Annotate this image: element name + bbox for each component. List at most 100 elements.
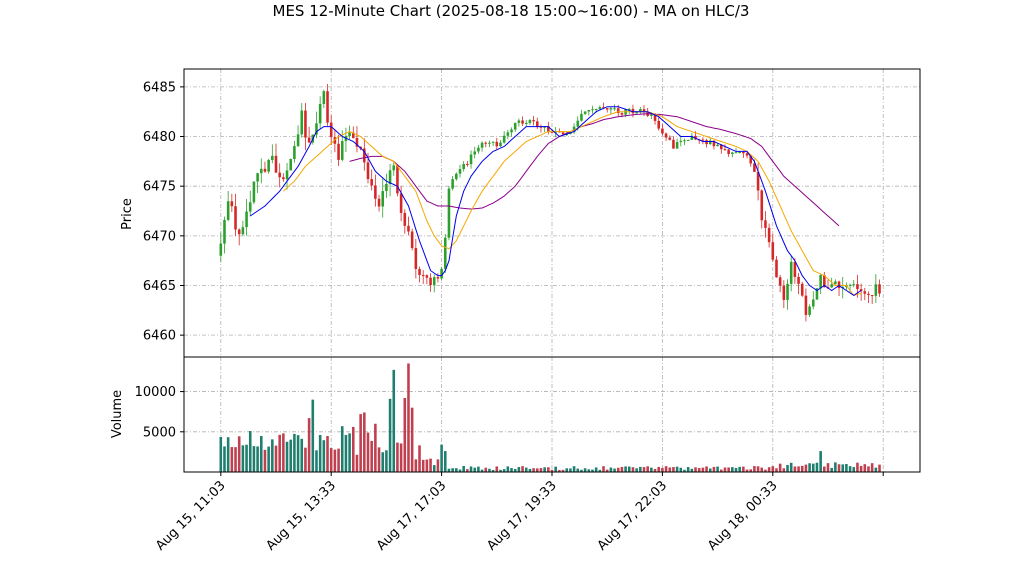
price-tick-label: 6465 <box>143 279 176 294</box>
price-axis-label: Price <box>120 198 135 230</box>
volume-bar <box>248 430 252 472</box>
candle-body <box>451 179 454 189</box>
candle-body <box>870 295 874 297</box>
candle-body <box>418 268 421 275</box>
volume-bar <box>241 445 245 472</box>
candle-body <box>672 139 675 149</box>
volume-bar <box>285 441 289 472</box>
volume-bar <box>694 467 697 472</box>
candle-body <box>381 191 385 207</box>
volume-bar <box>344 435 348 472</box>
volume-bar <box>381 452 385 472</box>
volume-bar <box>624 466 627 472</box>
candle-body <box>576 120 580 127</box>
candle-body <box>808 306 811 315</box>
volume-bar <box>602 466 605 472</box>
volume-bar <box>506 466 510 472</box>
volume-bar <box>300 438 304 472</box>
candle-body <box>399 193 403 213</box>
candle-body <box>263 168 267 172</box>
candle-body <box>388 170 392 184</box>
volume-bar <box>414 459 418 472</box>
volume-bar <box>351 426 355 472</box>
candle-body <box>856 284 859 290</box>
candle-body <box>524 122 528 124</box>
volume-bar <box>830 467 833 472</box>
candle-body <box>686 139 690 141</box>
volume-bar <box>267 446 270 472</box>
candle-body <box>580 113 583 121</box>
volume-bar <box>473 467 477 472</box>
volume-bar <box>458 469 462 472</box>
candle-body <box>591 109 594 111</box>
candle-body <box>455 173 458 180</box>
volume-bar <box>532 468 535 472</box>
candle-body <box>653 114 657 121</box>
volume-bar <box>749 469 753 472</box>
candle-body <box>749 155 753 164</box>
volume-tick-label: 10000 <box>135 385 176 400</box>
volume-bar <box>407 363 410 472</box>
candle-body <box>859 289 863 292</box>
candle-body <box>786 283 789 300</box>
volume-bar <box>594 467 598 472</box>
volume-bar <box>679 467 683 472</box>
volume-bar <box>731 467 734 472</box>
volume-bar <box>764 469 767 472</box>
candle-body <box>701 139 705 141</box>
volume-bar <box>837 464 841 472</box>
candle-body <box>329 122 333 138</box>
volume-bar <box>348 433 351 472</box>
volume-bar <box>517 467 521 472</box>
candle-body <box>271 155 274 160</box>
volume-bar <box>782 468 786 472</box>
volume-bar <box>477 466 480 472</box>
candle-body <box>598 107 602 109</box>
volume-bar <box>742 466 745 472</box>
candle-body <box>848 284 852 286</box>
volume-bar <box>616 467 620 472</box>
candle-body <box>661 128 664 134</box>
candle-body <box>234 206 237 230</box>
candle-body <box>366 162 370 180</box>
candle-body <box>322 91 326 105</box>
candle-body <box>668 137 672 140</box>
volume-bar <box>856 462 859 472</box>
candle-body <box>241 227 245 235</box>
candle-body <box>834 281 837 285</box>
volume-bar <box>528 468 532 472</box>
candle-body <box>742 151 745 154</box>
candle-body <box>594 108 598 110</box>
volume-bar <box>598 469 602 472</box>
volume-bar <box>296 435 300 472</box>
candle-body <box>315 123 318 135</box>
volume-bar <box>484 467 488 472</box>
price-tick-label: 6480 <box>143 130 176 145</box>
volume-bar <box>329 448 333 472</box>
candle-body <box>447 188 451 238</box>
volume-bar <box>642 467 646 472</box>
ma-slow-line <box>349 113 840 227</box>
candle-body <box>278 172 281 178</box>
candle-body <box>348 132 351 137</box>
volume-bar <box>719 469 723 472</box>
candle-body <box>425 275 429 278</box>
candle-body <box>440 268 443 279</box>
volume-bar <box>547 467 550 472</box>
candle-body <box>797 276 800 284</box>
volume-bar <box>495 466 499 472</box>
candle-body <box>620 113 624 115</box>
volume-bar <box>363 412 366 472</box>
candle-body <box>289 159 293 171</box>
volume-bar <box>226 437 230 472</box>
candle-body <box>226 201 230 220</box>
candle-body <box>878 284 881 294</box>
candle-body <box>837 281 841 289</box>
candle-body <box>561 132 565 135</box>
candle-body <box>712 140 716 147</box>
candle-body <box>230 201 234 207</box>
candle-body <box>307 137 311 143</box>
candle-body <box>867 293 870 296</box>
volume-bar <box>775 468 778 472</box>
candle-body <box>723 149 727 151</box>
